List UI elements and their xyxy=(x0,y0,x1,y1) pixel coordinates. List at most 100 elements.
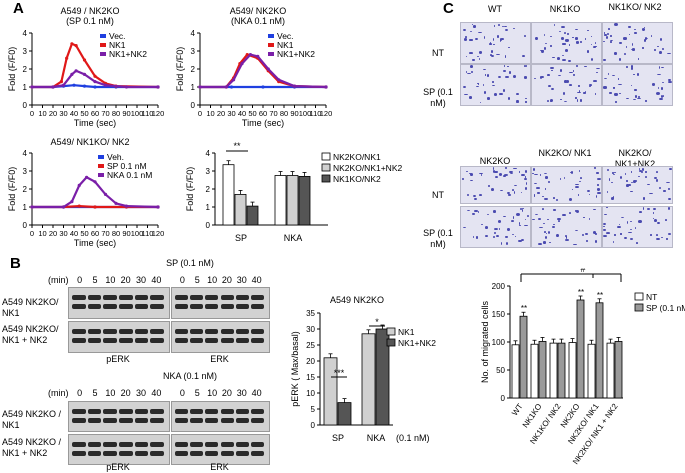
stained-cell xyxy=(564,49,569,52)
stained-cell xyxy=(606,190,609,194)
chart-title: A549/ NK2KO xyxy=(230,6,287,16)
stained-cell xyxy=(492,167,495,170)
stained-cell xyxy=(590,58,593,61)
blot-band xyxy=(72,442,86,447)
stained-cell xyxy=(507,194,512,196)
stained-cell xyxy=(590,35,593,38)
series-line-2 xyxy=(32,175,159,209)
stained-cell xyxy=(657,74,661,76)
stained-cell xyxy=(472,24,474,26)
stained-cell xyxy=(559,69,563,72)
time-label: 10 xyxy=(105,388,116,398)
x-tick-label: 120 xyxy=(152,109,165,118)
stained-cell xyxy=(618,83,623,85)
stained-cell xyxy=(520,173,525,177)
blot-band xyxy=(235,442,249,447)
min-label-sp: (min) xyxy=(48,275,69,285)
blot-band xyxy=(205,451,219,456)
legend-label-0: Veh. xyxy=(107,152,124,162)
x-tick-label: 20 xyxy=(217,109,225,118)
bar-0 xyxy=(222,164,235,226)
blot-band xyxy=(103,451,117,456)
legend-label-2: NK1+NK2 xyxy=(277,49,315,59)
stained-cell xyxy=(478,51,483,55)
data-point xyxy=(103,192,108,196)
stained-cell xyxy=(604,213,607,216)
stained-cell xyxy=(541,75,545,79)
blot-band xyxy=(220,418,234,423)
stained-cell xyxy=(632,180,637,184)
stained-cell xyxy=(497,23,500,26)
y-axis-label: Fold (F/F0) xyxy=(175,47,185,92)
stained-cell xyxy=(502,174,506,178)
stained-cell xyxy=(513,167,517,170)
stained-cell xyxy=(553,197,555,199)
stained-cell xyxy=(643,38,646,42)
stained-cell xyxy=(631,67,633,71)
stained-cell xyxy=(545,233,548,235)
blot-band xyxy=(205,409,219,414)
stained-cell xyxy=(533,194,536,197)
stained-cell xyxy=(486,74,489,78)
stained-cell xyxy=(624,173,627,176)
stained-cell xyxy=(614,23,618,27)
y-tick-label: 0 xyxy=(206,221,211,230)
stained-cell xyxy=(627,184,631,186)
stained-cell xyxy=(521,208,524,210)
x-tick-label: 110 xyxy=(142,229,154,238)
stained-cell xyxy=(584,90,586,94)
stained-cell xyxy=(469,52,473,54)
col-label-nk1ko-nk2: NK1KO/ NK2 xyxy=(608,2,662,12)
stained-cell xyxy=(631,48,635,51)
stained-cell xyxy=(653,207,656,210)
stained-cell xyxy=(609,39,614,41)
time-label: 20 xyxy=(221,388,232,398)
blot-band xyxy=(250,295,264,300)
blot-band xyxy=(87,338,102,343)
stained-cell xyxy=(484,74,487,76)
stained-cell xyxy=(626,97,630,100)
stained-cell xyxy=(596,184,599,186)
stained-cell xyxy=(483,91,487,94)
stained-cell xyxy=(515,213,520,217)
y-tick-label: 35 xyxy=(306,309,315,318)
stained-cell xyxy=(504,236,509,238)
stained-cell xyxy=(565,80,570,83)
blot-erk-nka-nk1 xyxy=(171,401,270,432)
chart-title: A549 NK2KO xyxy=(330,295,384,305)
stained-cell xyxy=(573,74,576,76)
x-tick-label: 90 xyxy=(122,109,130,118)
stained-cell xyxy=(645,99,647,102)
stained-cell xyxy=(505,75,509,78)
erk-label-sp: ERK xyxy=(210,354,229,364)
stained-cell xyxy=(603,223,606,226)
time-label: 30 xyxy=(236,388,247,398)
stained-cell xyxy=(565,39,569,42)
x-tick-label: 0 xyxy=(30,229,34,238)
blot-band xyxy=(87,451,102,456)
stained-cell xyxy=(575,97,578,99)
blot-band xyxy=(119,304,133,309)
stained-cell xyxy=(581,233,585,237)
stained-cell xyxy=(480,101,482,103)
stained-cell xyxy=(492,210,497,213)
blot-band xyxy=(205,338,219,343)
stained-cell xyxy=(561,25,565,28)
category-label: NKA xyxy=(367,433,386,443)
row-label-sp-top: SP (0.1 nM) xyxy=(423,87,453,108)
stained-cell xyxy=(634,89,637,91)
fold-bar-chart: 0 1 2 3 4 Fold (F/F0) SP NKA NK2KO/NK1NK2KO/NK1+… xyxy=(185,141,402,243)
stained-cell xyxy=(504,65,506,67)
blot-band xyxy=(190,295,204,300)
migration-image xyxy=(460,206,531,248)
bar-2 xyxy=(246,205,259,226)
stained-cell xyxy=(547,218,549,220)
stained-cell xyxy=(466,193,469,196)
stained-cell xyxy=(542,208,545,211)
blot-band xyxy=(134,329,149,334)
stained-cell xyxy=(656,92,661,96)
stained-cell xyxy=(603,229,607,231)
legend-label-1: NK1 xyxy=(277,40,294,50)
blot-band xyxy=(103,338,117,343)
legend-swatch-0 xyxy=(634,292,644,301)
